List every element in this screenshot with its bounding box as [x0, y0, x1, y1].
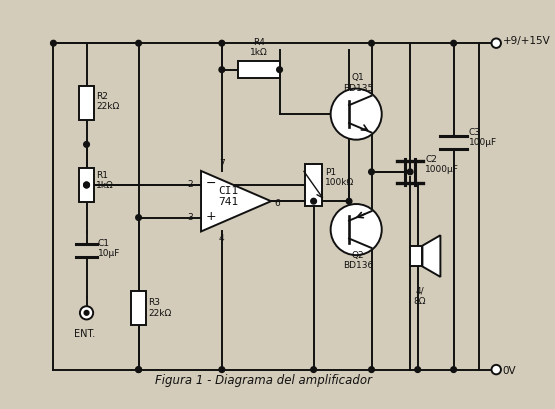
Text: Q2
BD136: Q2 BD136 — [343, 251, 373, 270]
Circle shape — [451, 367, 456, 373]
Circle shape — [492, 365, 501, 374]
Polygon shape — [201, 171, 271, 231]
Text: ENT.: ENT. — [74, 329, 95, 339]
Circle shape — [136, 40, 142, 46]
Circle shape — [84, 142, 89, 147]
Circle shape — [51, 40, 56, 46]
Circle shape — [84, 182, 89, 188]
Text: 2: 2 — [188, 180, 194, 189]
Text: Figura 1 - Diagrama del amplificador: Figura 1 - Diagrama del amplificador — [155, 374, 372, 387]
Text: Q1
BD135: Q1 BD135 — [343, 74, 373, 93]
Text: R4
1kΩ: R4 1kΩ — [250, 38, 268, 57]
Text: 4/
8Ω: 4/ 8Ω — [413, 286, 426, 306]
Circle shape — [369, 40, 375, 46]
Text: +9/+15V: +9/+15V — [503, 36, 551, 46]
Bar — [410, 246, 422, 267]
Circle shape — [136, 367, 142, 373]
Text: R2
22kΩ: R2 22kΩ — [96, 92, 119, 111]
Bar — [79, 168, 94, 202]
Text: R1
1kΩ: R1 1kΩ — [96, 171, 114, 190]
Circle shape — [219, 40, 225, 46]
Bar — [131, 291, 146, 325]
Circle shape — [346, 198, 352, 204]
Text: C1
10μF: C1 10μF — [98, 239, 120, 258]
Text: C3
100μF: C3 100μF — [469, 128, 497, 148]
Bar — [238, 61, 280, 78]
Circle shape — [369, 169, 375, 175]
Circle shape — [311, 198, 316, 204]
Text: R3
22kΩ: R3 22kΩ — [148, 299, 171, 318]
Text: 4: 4 — [219, 234, 225, 243]
Text: 0V: 0V — [503, 366, 517, 377]
Circle shape — [80, 306, 93, 319]
Circle shape — [492, 38, 501, 48]
Text: CI1
741: CI1 741 — [218, 186, 239, 207]
Text: 7: 7 — [219, 159, 225, 168]
Circle shape — [219, 367, 225, 373]
Circle shape — [136, 215, 142, 220]
Circle shape — [451, 40, 456, 46]
Circle shape — [136, 367, 142, 373]
Text: −: − — [206, 178, 216, 191]
Text: 6: 6 — [274, 199, 280, 208]
Text: 3: 3 — [188, 213, 194, 222]
Circle shape — [84, 310, 89, 315]
Circle shape — [407, 169, 413, 175]
Circle shape — [331, 89, 382, 140]
Circle shape — [331, 204, 382, 255]
Polygon shape — [422, 235, 441, 277]
Text: +: + — [206, 210, 216, 223]
Bar — [79, 86, 94, 120]
Circle shape — [415, 367, 421, 373]
Circle shape — [277, 67, 282, 72]
Circle shape — [311, 367, 316, 373]
Circle shape — [219, 67, 225, 72]
Circle shape — [84, 182, 89, 188]
Text: P1
100kΩ: P1 100kΩ — [325, 168, 354, 187]
Circle shape — [369, 367, 375, 373]
Bar — [305, 164, 322, 206]
Text: C2
1000μF: C2 1000μF — [425, 155, 459, 174]
